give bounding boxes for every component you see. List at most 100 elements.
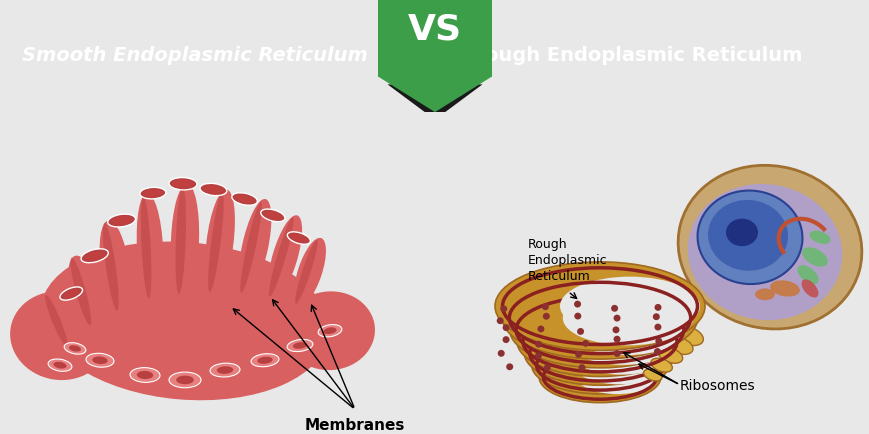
Ellipse shape (725, 219, 757, 247)
Ellipse shape (287, 339, 313, 352)
Circle shape (502, 336, 509, 343)
Ellipse shape (797, 266, 818, 285)
Circle shape (574, 301, 580, 308)
Circle shape (497, 350, 504, 357)
Ellipse shape (64, 343, 86, 355)
Ellipse shape (169, 178, 196, 191)
Circle shape (610, 305, 617, 312)
Ellipse shape (251, 354, 279, 367)
Ellipse shape (144, 190, 161, 197)
Ellipse shape (209, 363, 240, 377)
Ellipse shape (81, 249, 109, 263)
Ellipse shape (261, 210, 285, 222)
Ellipse shape (318, 325, 342, 337)
Circle shape (506, 364, 513, 370)
Ellipse shape (140, 188, 166, 200)
Ellipse shape (44, 293, 76, 349)
Ellipse shape (204, 186, 222, 194)
Circle shape (653, 348, 660, 355)
Text: VS: VS (408, 13, 461, 47)
Ellipse shape (571, 332, 671, 375)
Ellipse shape (539, 352, 660, 403)
Circle shape (500, 306, 507, 312)
Ellipse shape (808, 231, 830, 244)
Ellipse shape (293, 342, 307, 349)
Circle shape (543, 364, 550, 371)
Ellipse shape (10, 292, 109, 380)
Ellipse shape (169, 372, 201, 388)
Ellipse shape (100, 221, 130, 313)
Text: Rough
Endoplasmic
Reticulum: Rough Endoplasmic Reticulum (527, 238, 607, 283)
Circle shape (496, 318, 503, 325)
Ellipse shape (769, 281, 799, 297)
Ellipse shape (501, 277, 697, 359)
Circle shape (613, 315, 620, 322)
Ellipse shape (285, 292, 375, 370)
Ellipse shape (136, 194, 163, 302)
Ellipse shape (108, 215, 136, 227)
Ellipse shape (268, 216, 302, 299)
Circle shape (534, 341, 541, 348)
Ellipse shape (92, 357, 108, 364)
Ellipse shape (205, 190, 235, 295)
Circle shape (653, 304, 660, 311)
Ellipse shape (672, 326, 702, 346)
Circle shape (541, 304, 548, 310)
Ellipse shape (69, 256, 102, 327)
Ellipse shape (174, 181, 192, 188)
Circle shape (534, 352, 541, 359)
Ellipse shape (60, 287, 83, 300)
Circle shape (578, 365, 585, 371)
Ellipse shape (516, 307, 682, 377)
Circle shape (613, 350, 620, 357)
Ellipse shape (86, 353, 114, 367)
Circle shape (652, 313, 659, 320)
Ellipse shape (650, 358, 672, 372)
Ellipse shape (643, 369, 661, 381)
Ellipse shape (40, 242, 329, 400)
Ellipse shape (531, 337, 667, 394)
Ellipse shape (200, 184, 227, 196)
Ellipse shape (291, 234, 306, 243)
Ellipse shape (576, 360, 657, 394)
Ellipse shape (86, 252, 103, 260)
FancyBboxPatch shape (378, 0, 491, 78)
Ellipse shape (70, 258, 91, 326)
Ellipse shape (129, 368, 160, 382)
Ellipse shape (665, 337, 693, 355)
Ellipse shape (216, 366, 233, 374)
Circle shape (576, 328, 583, 335)
Ellipse shape (48, 359, 72, 372)
Ellipse shape (112, 217, 130, 225)
Ellipse shape (707, 201, 787, 271)
Ellipse shape (287, 232, 310, 245)
Ellipse shape (69, 345, 81, 352)
Ellipse shape (269, 218, 293, 297)
Ellipse shape (63, 289, 78, 298)
Ellipse shape (45, 295, 68, 347)
Ellipse shape (754, 289, 774, 301)
Circle shape (653, 324, 660, 331)
Polygon shape (387, 85, 482, 120)
Text: Rough Endoplasmic Reticulum: Rough Endoplasmic Reticulum (469, 46, 801, 65)
Ellipse shape (136, 371, 153, 379)
Ellipse shape (574, 346, 664, 385)
Circle shape (542, 313, 549, 320)
Circle shape (574, 313, 580, 320)
Ellipse shape (697, 191, 801, 284)
Ellipse shape (657, 348, 682, 363)
Ellipse shape (170, 184, 199, 297)
Ellipse shape (677, 166, 861, 329)
Circle shape (537, 326, 544, 332)
Ellipse shape (236, 196, 253, 204)
Ellipse shape (494, 262, 704, 351)
Ellipse shape (565, 305, 686, 355)
Ellipse shape (231, 194, 257, 206)
Text: Ribosomes: Ribosomes (680, 378, 755, 392)
Ellipse shape (562, 291, 693, 345)
Circle shape (613, 336, 620, 343)
Circle shape (654, 338, 661, 345)
Ellipse shape (176, 376, 194, 385)
Ellipse shape (323, 328, 336, 334)
Ellipse shape (238, 200, 271, 296)
